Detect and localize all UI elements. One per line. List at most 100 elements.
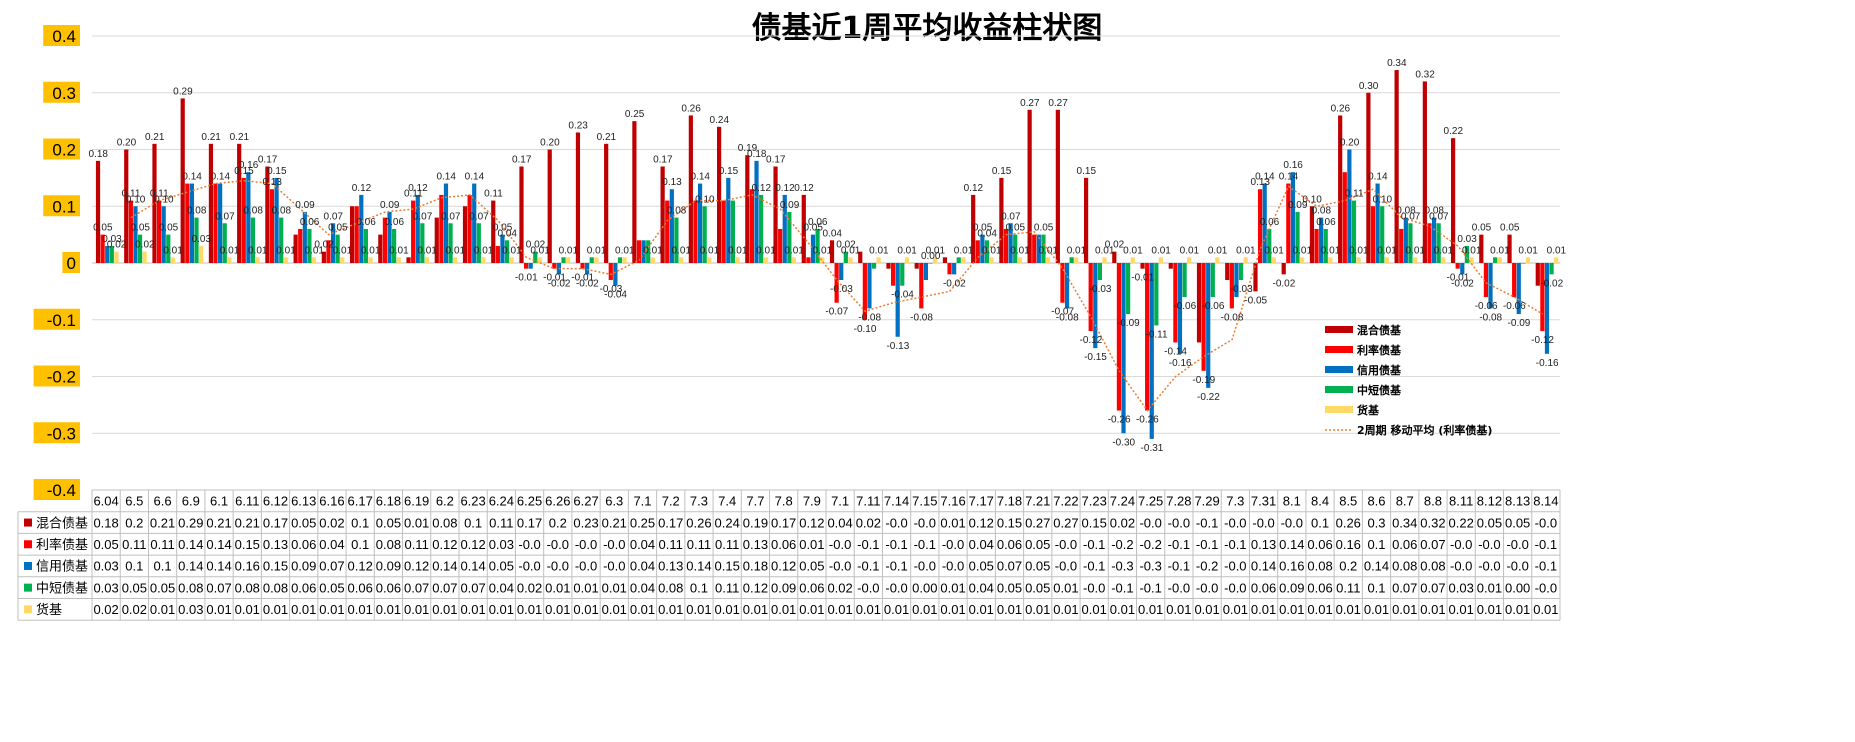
bar xyxy=(1319,217,1324,263)
data-label: 0.07 xyxy=(469,211,489,222)
table-cell: 0.08 xyxy=(1307,559,1332,574)
table-cell: 0.15 xyxy=(235,537,260,552)
table-cell: 0.01 xyxy=(489,602,514,617)
data-label: 0.01 xyxy=(1010,245,1030,256)
bar xyxy=(636,240,642,263)
data-label: 0.14 xyxy=(1368,172,1388,183)
table-cell: 0.1 xyxy=(1367,580,1385,595)
bar xyxy=(523,263,529,269)
table-cell: 0.11 xyxy=(659,537,683,552)
bar xyxy=(326,240,331,263)
data-label: -0.01 xyxy=(543,273,566,284)
table-cell: 0.21 xyxy=(206,515,231,530)
bar xyxy=(735,257,740,263)
table-cell: 0.13 xyxy=(1251,537,1276,552)
table-cell: -0.2 xyxy=(1196,559,1218,574)
bar xyxy=(180,98,185,264)
bar xyxy=(1370,206,1376,263)
data-label: 0.11 xyxy=(150,189,169,200)
ytick-highlight xyxy=(43,138,80,160)
data-label: 0.01 xyxy=(587,245,607,256)
table-cell: 0.01 xyxy=(1166,602,1191,617)
table-cell: 0.01 xyxy=(799,537,824,552)
legend-label: 2周期 移动平均 (利率债基) xyxy=(1357,423,1492,437)
data-label: 0.01 xyxy=(1405,245,1425,256)
category-label: 7.15 xyxy=(912,494,937,509)
data-label: 0.01 xyxy=(1038,245,1058,256)
data-label: 0.19 xyxy=(738,143,758,154)
bar xyxy=(349,206,355,263)
bar xyxy=(265,166,270,263)
table-cell: 0.01 xyxy=(319,602,344,617)
data-label: 0.08 xyxy=(1396,206,1416,217)
data-label: -0.03 xyxy=(830,284,853,295)
bar xyxy=(919,263,924,309)
bar xyxy=(858,251,863,263)
bar xyxy=(975,240,980,263)
bar xyxy=(787,211,792,263)
category-label: 7.18 xyxy=(997,494,1022,509)
data-label: 0.01 xyxy=(1236,245,1256,256)
data-label: -0.06 xyxy=(1173,301,1196,312)
table-cell: -0.0 xyxy=(575,559,597,574)
bar xyxy=(632,121,637,264)
legend-swatch xyxy=(1325,346,1353,353)
legend-label: 混合债基 xyxy=(1357,323,1402,337)
table-cell: 0.05 xyxy=(969,559,994,574)
table-cell: 0.03 xyxy=(178,602,203,617)
legend-swatch xyxy=(1325,406,1353,413)
table-cell: 0.01 xyxy=(404,602,429,617)
trendline xyxy=(130,179,1543,412)
table-cell: 0.05 xyxy=(291,515,316,530)
table-cell: 0.17 xyxy=(771,515,796,530)
bar xyxy=(561,257,566,263)
bar xyxy=(1431,217,1437,263)
bar xyxy=(1347,149,1352,263)
bar xyxy=(815,228,820,263)
bar xyxy=(1032,234,1037,264)
table-cell: 0.01 xyxy=(1336,602,1361,617)
bar xyxy=(1064,263,1070,309)
data-label: 0.01 xyxy=(643,245,663,256)
table-cell: 0.1 xyxy=(690,580,708,595)
data-label: -0.06 xyxy=(1475,301,1498,312)
bar xyxy=(1069,257,1074,263)
data-label: 0.08 xyxy=(272,206,292,217)
table-cell: 0.06 xyxy=(291,537,316,552)
bar xyxy=(1225,263,1230,281)
legend-label: 信用债基 xyxy=(1357,363,1402,377)
bar xyxy=(608,263,613,281)
bar xyxy=(791,257,797,263)
category-label: 7.16 xyxy=(940,494,965,509)
data-label: 0.14 xyxy=(465,172,485,183)
bar xyxy=(142,251,147,263)
data-label: 0.05 xyxy=(1006,223,1026,234)
bar xyxy=(961,257,966,263)
bar xyxy=(1375,183,1380,263)
data-label: 0.01 xyxy=(446,245,466,256)
bar xyxy=(213,183,218,263)
table-cell: 0.14 xyxy=(1364,559,1389,574)
data-label: 0.03 xyxy=(1457,234,1477,245)
ytick-label: 0.1 xyxy=(52,197,76,216)
bar xyxy=(368,257,373,263)
data-label: 0.01 xyxy=(700,245,720,256)
table-cell: 0.01 xyxy=(1279,602,1304,617)
table-cell: 0.01 xyxy=(206,602,231,617)
bar xyxy=(1295,211,1300,263)
table-cell: -0.1 xyxy=(1083,559,1105,574)
data-label: 0.13 xyxy=(662,177,682,188)
data-label: 0.26 xyxy=(681,103,701,114)
table-cell: -0.1 xyxy=(885,537,907,552)
table-cell: 0.02 xyxy=(517,580,542,595)
table-cell: 0.17 xyxy=(517,515,542,530)
ytick-highlight xyxy=(62,252,80,273)
bar xyxy=(1003,228,1009,263)
ytick-highlight xyxy=(43,81,80,103)
ytick-label: -0.4 xyxy=(47,481,76,500)
category-label: 6.6 xyxy=(154,494,172,509)
table-series-name: 货基 xyxy=(36,602,62,617)
table-cell: 0.05 xyxy=(1025,537,1050,552)
data-label: 0.12 xyxy=(964,183,984,194)
table-cell: 0.11 xyxy=(404,537,428,552)
